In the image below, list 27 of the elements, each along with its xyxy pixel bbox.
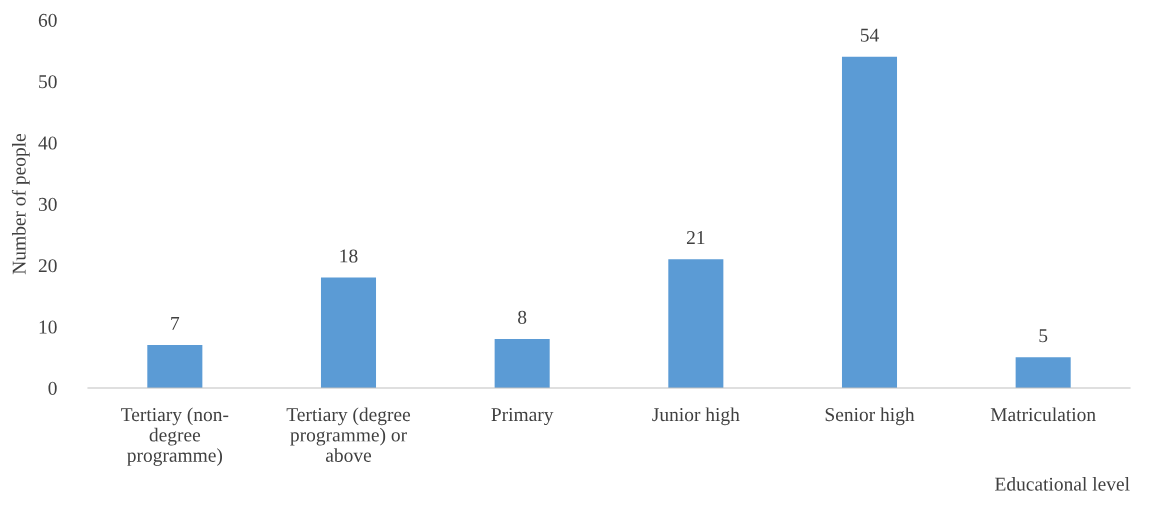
bar <box>668 259 724 388</box>
data-label: 5 <box>1039 329 1048 343</box>
x-axis-title: Educational level <box>995 477 1130 491</box>
bar <box>841 56 898 388</box>
x-tick-label: Tertiary (non- degree programme) <box>121 407 229 466</box>
x-tick-label: Matriculation <box>990 407 1096 422</box>
x-tick-label: Primary <box>491 408 554 426</box>
data-label: 18 <box>340 249 358 263</box>
y-axis-title: Number of people <box>11 133 30 275</box>
data-label: 54 <box>860 28 879 42</box>
y-tick-label: 0 <box>48 381 57 395</box>
y-tick-label: 10 <box>39 320 57 334</box>
x-tick-label: Tertiary (degree programme) or above <box>286 407 411 462</box>
x-tick-label: Senior high <box>825 407 915 426</box>
y-tick-label: 50 <box>39 75 57 89</box>
data-label: 8 <box>518 310 527 324</box>
data-label: 21 <box>686 231 705 244</box>
bar <box>494 338 550 388</box>
y-tick-label: 30 <box>38 197 57 211</box>
x-tick-label: Junior high <box>652 407 740 426</box>
bar <box>147 345 203 388</box>
y-tick-label: 40 <box>38 136 57 150</box>
y-tick-label: 60 <box>38 13 57 27</box>
bar <box>320 277 377 388</box>
bar <box>1015 357 1071 388</box>
y-tick-label: 20 <box>38 259 57 273</box>
data-label: 7 <box>171 317 180 330</box>
